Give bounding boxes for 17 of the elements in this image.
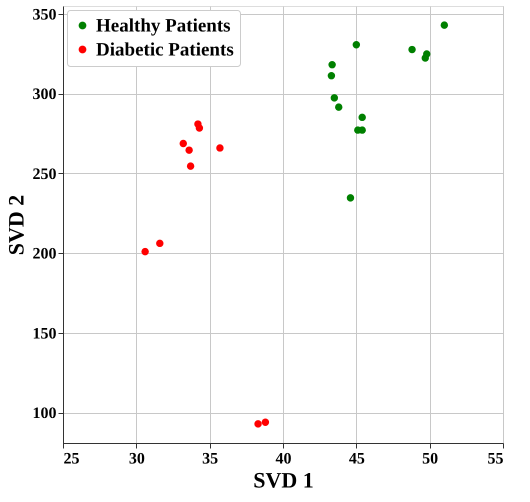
x-tick-label: 30 xyxy=(128,450,145,468)
x-axis-title: SVD 1 xyxy=(253,468,314,492)
x-tick-label: 45 xyxy=(348,450,365,468)
y-tick-label: 350 xyxy=(32,6,56,24)
x-tick-label: 55 xyxy=(488,450,504,468)
y-tick-label: 250 xyxy=(32,166,56,183)
x-tick-label: 35 xyxy=(202,450,218,468)
x-tick-label: 25 xyxy=(64,450,80,468)
x-tick-label: 40 xyxy=(276,450,292,468)
y-tick-label: 100 xyxy=(32,405,56,422)
x-tick-label: 50 xyxy=(422,450,438,468)
y-tick-label: 150 xyxy=(32,325,56,342)
legend-label: Diabetic Patients xyxy=(96,40,234,60)
y-axis-title: SVD 2 xyxy=(4,194,28,256)
y-tick-label: 200 xyxy=(32,246,56,263)
y-tick-label: 300 xyxy=(32,86,56,104)
legend-label: Healthy Patients xyxy=(96,16,231,36)
